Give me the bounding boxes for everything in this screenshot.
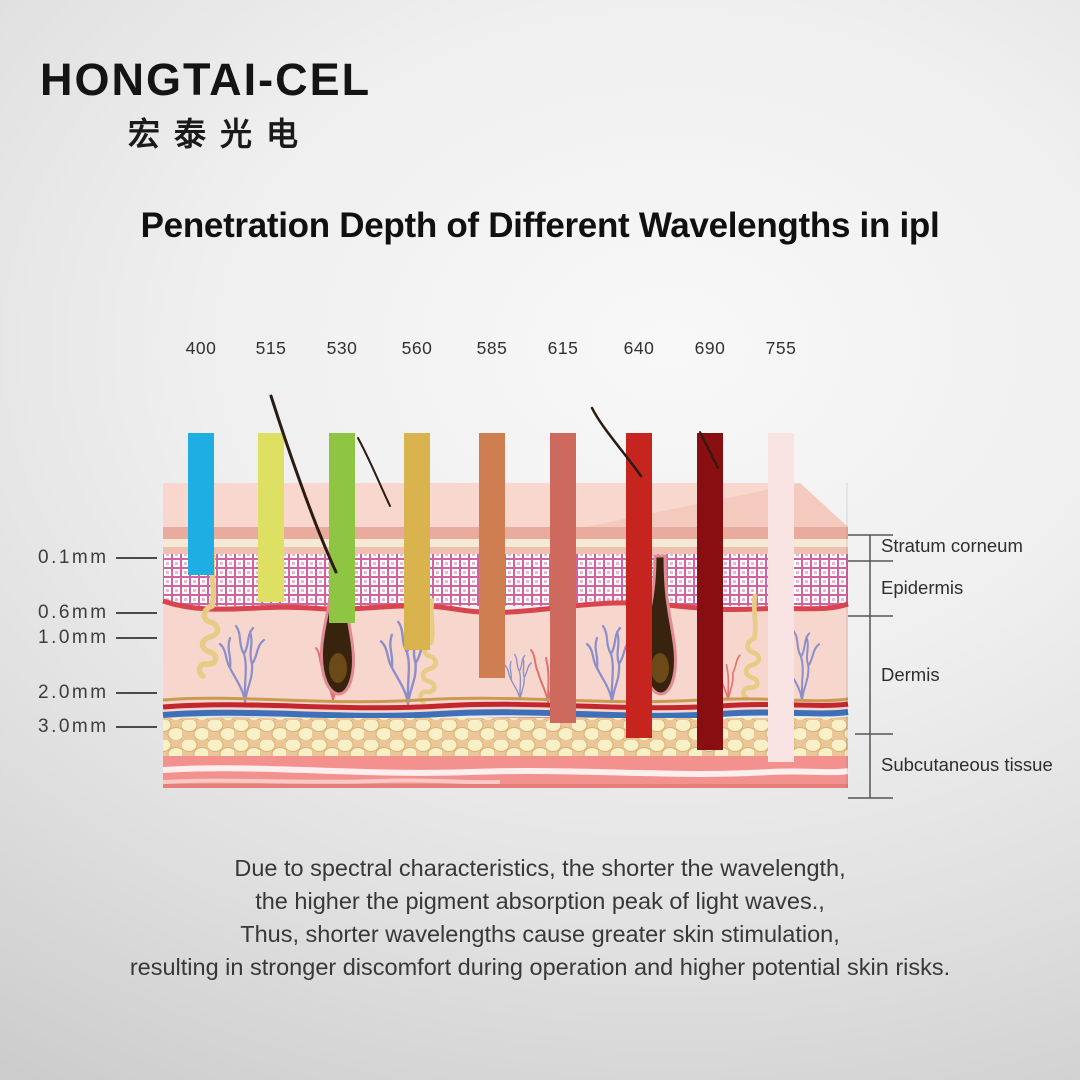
- depth-label-0.1mm: 0.1mm: [38, 547, 109, 568]
- depth-label-0.6mm: 0.6mm: [38, 602, 109, 623]
- wavelength-label-585: 585: [476, 338, 508, 358]
- skin-layer-label: Dermis: [881, 664, 940, 685]
- skin-layer-label: Subcutaneous tissue: [881, 754, 1053, 775]
- wavelength-label-615: 615: [547, 338, 579, 358]
- footer-paragraph: Due to spectral characteristics, the sho…: [0, 852, 1080, 984]
- wavelength-label-400: 400: [185, 338, 217, 358]
- wavelength-bar-755: [768, 433, 794, 762]
- wavelength-label-640: 640: [623, 338, 655, 358]
- footer-line-4: resulting in stronger discomfort during …: [129, 954, 951, 980]
- wavelength-bar-530: [329, 433, 355, 623]
- brand-name: HONGTAI-CEL: [40, 54, 372, 105]
- wavelength-label-560: 560: [401, 338, 433, 358]
- wavelength-bar-560: [404, 433, 430, 650]
- skin-layer-label: Epidermis: [881, 577, 964, 598]
- wavelength-label-690: 690: [694, 338, 726, 358]
- footer-line-2: the higher the pigment absorption peak o…: [255, 888, 825, 914]
- brand-name-chinese: 宏泰光电: [127, 116, 312, 153]
- wavelength-label-755: 755: [765, 338, 797, 358]
- wavelength-bar-640: [626, 433, 652, 738]
- wavelength-bar-615: [550, 433, 576, 723]
- wavelength-bar-690: [697, 433, 723, 750]
- wavelength-bar-400: [188, 433, 214, 575]
- depth-label-3.0mm: 3.0mm: [38, 716, 109, 737]
- wavelength-label-515: 515: [255, 338, 287, 358]
- brand-logo: HONGTAI-CEL 宏泰光电: [40, 56, 400, 155]
- wavelength-bar-585: [479, 433, 505, 678]
- wavelength-label-530: 530: [326, 338, 358, 358]
- footer-line-1: Due to spectral characteristics, the sho…: [234, 855, 846, 881]
- depth-label-1.0mm: 1.0mm: [38, 627, 109, 648]
- page-title: Penetration Depth of Different Wavelengt…: [140, 206, 940, 245]
- footer-line-3: Thus, shorter wavelengths cause greater …: [240, 921, 840, 947]
- depth-label-2.0mm: 2.0mm: [38, 682, 109, 703]
- wavelength-bar-515: [258, 433, 284, 602]
- skin-layer-label: Stratum corneum: [881, 535, 1023, 556]
